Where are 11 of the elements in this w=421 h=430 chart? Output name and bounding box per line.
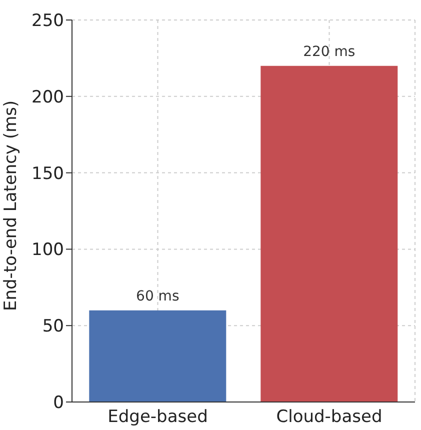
x-tick-label: Edge-based xyxy=(108,407,208,428)
y-tick-label: 200 xyxy=(32,87,64,108)
x-tick-label: Cloud-based xyxy=(276,407,382,428)
y-tick-label: 250 xyxy=(32,11,64,32)
data-label: 220 ms xyxy=(303,44,356,60)
y-tick-label: 0 xyxy=(53,393,64,414)
y-axis-title: End-to-end Latency (ms) xyxy=(1,100,22,311)
data-label: 60 ms xyxy=(136,288,180,304)
y-tick-label: 50 xyxy=(42,316,64,337)
y-tick-label: 100 xyxy=(32,240,64,260)
y-tick-label: 150 xyxy=(32,164,64,184)
